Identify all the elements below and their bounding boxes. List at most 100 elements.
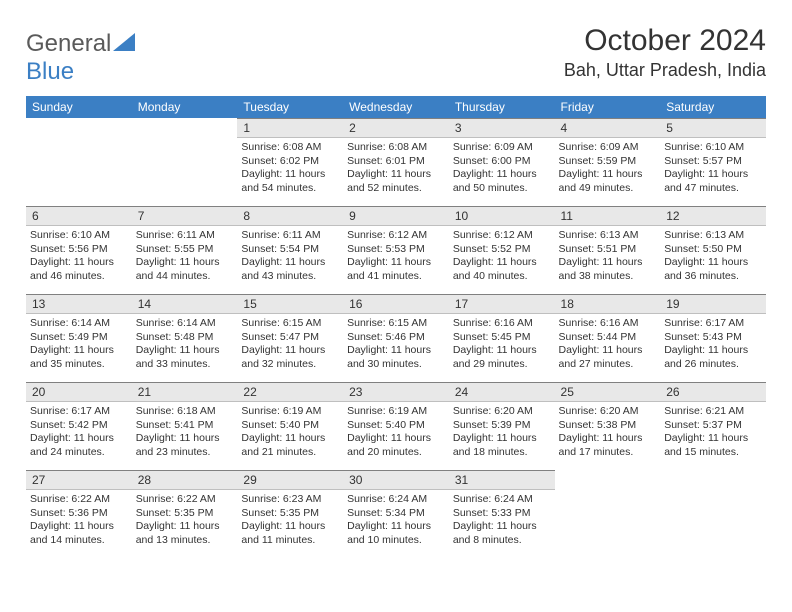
day-details: Sunrise: 6:16 AMSunset: 5:45 PMDaylight:… [449,314,555,372]
day-number: 6 [26,206,132,226]
sunrise-line: Sunrise: 6:24 AM [453,493,551,507]
day-details: Sunrise: 6:17 AMSunset: 5:43 PMDaylight:… [660,314,766,372]
daylight-line: Daylight: 11 hours and 43 minutes. [241,256,339,283]
calendar-day-cell: 11Sunrise: 6:13 AMSunset: 5:51 PMDayligh… [555,206,661,294]
daylight-line: Daylight: 11 hours and 23 minutes. [136,432,234,459]
day-number: 3 [449,118,555,138]
sunset-line: Sunset: 5:39 PM [453,419,551,433]
sunrise-line: Sunrise: 6:22 AM [136,493,234,507]
sunset-line: Sunset: 5:55 PM [136,243,234,257]
day-details: Sunrise: 6:22 AMSunset: 5:35 PMDaylight:… [132,490,238,548]
calendar-day-cell: 18Sunrise: 6:16 AMSunset: 5:44 PMDayligh… [555,294,661,382]
day-number: 12 [660,206,766,226]
calendar-day-cell [26,118,132,206]
sunrise-line: Sunrise: 6:23 AM [241,493,339,507]
daylight-line: Daylight: 11 hours and 17 minutes. [559,432,657,459]
day-number: 20 [26,382,132,402]
sunrise-line: Sunrise: 6:19 AM [347,405,445,419]
day-details: Sunrise: 6:20 AMSunset: 5:38 PMDaylight:… [555,402,661,460]
day-details: Sunrise: 6:19 AMSunset: 5:40 PMDaylight:… [343,402,449,460]
day-number: 7 [132,206,238,226]
calendar-day-cell [660,470,766,558]
calendar-page: GeneralBlue October 2024 Bah, Uttar Prad… [0,0,792,582]
sunrise-line: Sunrise: 6:11 AM [136,229,234,243]
day-number: 14 [132,294,238,314]
day-details: Sunrise: 6:10 AMSunset: 5:57 PMDaylight:… [660,138,766,196]
calendar-day-cell: 17Sunrise: 6:16 AMSunset: 5:45 PMDayligh… [449,294,555,382]
sunset-line: Sunset: 5:49 PM [30,331,128,345]
calendar-day-cell [555,470,661,558]
sunset-line: Sunset: 5:48 PM [136,331,234,345]
sunrise-line: Sunrise: 6:10 AM [664,141,762,155]
day-details: Sunrise: 6:10 AMSunset: 5:56 PMDaylight:… [26,226,132,284]
daylight-line: Daylight: 11 hours and 54 minutes. [241,168,339,195]
daylight-line: Daylight: 11 hours and 32 minutes. [241,344,339,371]
calendar-day-cell: 29Sunrise: 6:23 AMSunset: 5:35 PMDayligh… [237,470,343,558]
daylight-line: Daylight: 11 hours and 30 minutes. [347,344,445,371]
day-details: Sunrise: 6:08 AMSunset: 6:01 PMDaylight:… [343,138,449,196]
daylight-line: Daylight: 11 hours and 36 minutes. [664,256,762,283]
day-details: Sunrise: 6:16 AMSunset: 5:44 PMDaylight:… [555,314,661,372]
sunset-line: Sunset: 5:56 PM [30,243,128,257]
sunrise-line: Sunrise: 6:12 AM [347,229,445,243]
day-details: Sunrise: 6:20 AMSunset: 5:39 PMDaylight:… [449,402,555,460]
month-title: October 2024 [564,24,766,58]
sunrise-line: Sunrise: 6:20 AM [453,405,551,419]
daylight-line: Daylight: 11 hours and 38 minutes. [559,256,657,283]
day-details: Sunrise: 6:18 AMSunset: 5:41 PMDaylight:… [132,402,238,460]
calendar-day-cell: 21Sunrise: 6:18 AMSunset: 5:41 PMDayligh… [132,382,238,470]
sunrise-line: Sunrise: 6:14 AM [136,317,234,331]
day-details: Sunrise: 6:09 AMSunset: 5:59 PMDaylight:… [555,138,661,196]
daylight-line: Daylight: 11 hours and 50 minutes. [453,168,551,195]
daylight-line: Daylight: 11 hours and 11 minutes. [241,520,339,547]
day-number: 30 [343,470,449,490]
day-details: Sunrise: 6:12 AMSunset: 5:53 PMDaylight:… [343,226,449,284]
day-number: 4 [555,118,661,138]
weekday-header: Friday [555,96,661,118]
day-details: Sunrise: 6:22 AMSunset: 5:36 PMDaylight:… [26,490,132,548]
calendar-week-row: 6Sunrise: 6:10 AMSunset: 5:56 PMDaylight… [26,206,766,294]
sunrise-line: Sunrise: 6:15 AM [347,317,445,331]
sunrise-line: Sunrise: 6:10 AM [30,229,128,243]
day-details: Sunrise: 6:14 AMSunset: 5:48 PMDaylight:… [132,314,238,372]
sunrise-line: Sunrise: 6:14 AM [30,317,128,331]
day-number: 10 [449,206,555,226]
daylight-line: Daylight: 11 hours and 13 minutes. [136,520,234,547]
sunset-line: Sunset: 5:42 PM [30,419,128,433]
sunrise-line: Sunrise: 6:17 AM [664,317,762,331]
day-number: 5 [660,118,766,138]
sunrise-line: Sunrise: 6:19 AM [241,405,339,419]
daylight-line: Daylight: 11 hours and 52 minutes. [347,168,445,195]
sunrise-line: Sunrise: 6:16 AM [559,317,657,331]
day-number: 26 [660,382,766,402]
calendar-day-cell: 15Sunrise: 6:15 AMSunset: 5:47 PMDayligh… [237,294,343,382]
brand-text: GeneralBlue [26,30,135,86]
day-details: Sunrise: 6:15 AMSunset: 5:46 PMDaylight:… [343,314,449,372]
sunset-line: Sunset: 5:50 PM [664,243,762,257]
calendar-day-cell: 1Sunrise: 6:08 AMSunset: 6:02 PMDaylight… [237,118,343,206]
title-block: October 2024 Bah, Uttar Pradesh, India [564,24,766,81]
sunrise-line: Sunrise: 6:08 AM [347,141,445,155]
day-number: 21 [132,382,238,402]
calendar-day-cell: 22Sunrise: 6:19 AMSunset: 5:40 PMDayligh… [237,382,343,470]
sunset-line: Sunset: 5:54 PM [241,243,339,257]
daylight-line: Daylight: 11 hours and 27 minutes. [559,344,657,371]
calendar-day-cell: 2Sunrise: 6:08 AMSunset: 6:01 PMDaylight… [343,118,449,206]
calendar-day-cell: 9Sunrise: 6:12 AMSunset: 5:53 PMDaylight… [343,206,449,294]
calendar-week-row: 27Sunrise: 6:22 AMSunset: 5:36 PMDayligh… [26,470,766,558]
day-number: 17 [449,294,555,314]
weekday-header: Wednesday [343,96,449,118]
day-number: 24 [449,382,555,402]
sunrise-line: Sunrise: 6:18 AM [136,405,234,419]
brand-sail-icon [113,30,135,57]
sunset-line: Sunset: 5:36 PM [30,507,128,521]
daylight-line: Daylight: 11 hours and 44 minutes. [136,256,234,283]
sunrise-line: Sunrise: 6:24 AM [347,493,445,507]
sunset-line: Sunset: 6:02 PM [241,155,339,169]
sunrise-line: Sunrise: 6:17 AM [30,405,128,419]
day-number: 23 [343,382,449,402]
day-details: Sunrise: 6:17 AMSunset: 5:42 PMDaylight:… [26,402,132,460]
sunset-line: Sunset: 5:43 PM [664,331,762,345]
day-details: Sunrise: 6:24 AMSunset: 5:33 PMDaylight:… [449,490,555,548]
day-details: Sunrise: 6:21 AMSunset: 5:37 PMDaylight:… [660,402,766,460]
